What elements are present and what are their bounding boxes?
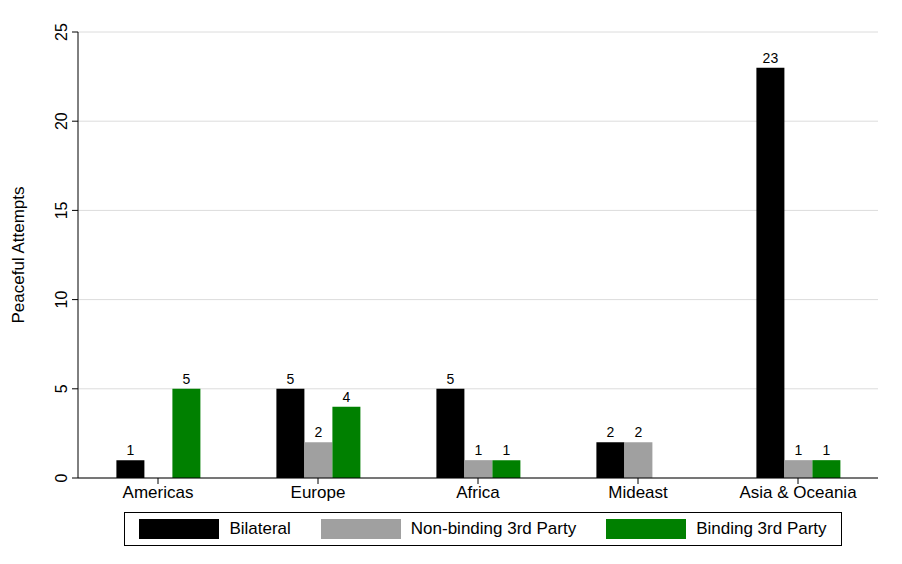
svg-text:5: 5 <box>447 371 455 387</box>
svg-text:1: 1 <box>475 442 483 458</box>
html-text:Binding 3rd Party: Binding 3rd Party <box>696 519 827 538</box>
svg-text:Mideast: Mideast <box>608 483 668 502</box>
html-text:Non-binding 3rd Party: Non-binding 3rd Party <box>410 519 577 538</box>
svg-text:Peaceful Attempts: Peaceful Attempts <box>9 186 28 323</box>
svg-text:Asia & Oceania: Asia & Oceania <box>739 483 857 502</box>
svg-text:4: 4 <box>343 389 351 405</box>
svg-text:25: 25 <box>53 23 70 41</box>
svg-text:5: 5 <box>183 371 191 387</box>
svg-text:5: 5 <box>53 384 70 393</box>
svg-text:15: 15 <box>53 201 70 219</box>
svg-text:23: 23 <box>763 50 779 66</box>
svg-text:1: 1 <box>503 442 511 458</box>
svg-text:1: 1 <box>823 442 831 458</box>
svg-text:1: 1 <box>127 442 135 458</box>
svg-text:Africa: Africa <box>456 483 500 502</box>
svg-text:Americas: Americas <box>123 483 194 502</box>
svg-text:Europe: Europe <box>291 483 346 502</box>
svg-text:20: 20 <box>53 112 70 130</box>
html-text:Bilateral: Bilateral <box>229 519 291 538</box>
svg-text:2: 2 <box>607 424 615 440</box>
svg-text:2: 2 <box>635 424 643 440</box>
svg-text:10: 10 <box>53 291 70 309</box>
svg-text:1: 1 <box>795 442 803 458</box>
svg-text:2: 2 <box>315 424 323 440</box>
svg-text:5: 5 <box>287 371 295 387</box>
svg-text:0: 0 <box>53 473 70 482</box>
